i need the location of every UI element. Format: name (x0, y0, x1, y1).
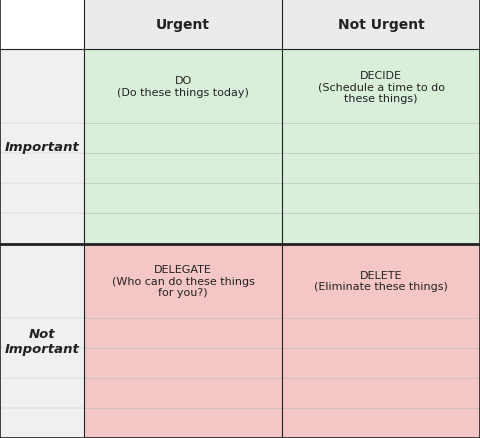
Bar (0, 184, 84, 214)
Bar (84, 408, 282, 438)
Bar (0, 0, 84, 50)
Bar (282, 0, 480, 50)
Bar (84, 50, 282, 124)
Bar (282, 408, 480, 438)
Bar (282, 50, 480, 124)
Bar (282, 154, 480, 184)
Bar (0, 124, 84, 154)
Bar (0, 154, 84, 184)
Bar (0, 50, 84, 124)
Bar (84, 154, 282, 184)
Text: DELEGATE
(Who can do these things
for you?): DELEGATE (Who can do these things for yo… (111, 265, 254, 297)
Bar (0, 408, 84, 438)
Bar (84, 184, 282, 214)
Bar (282, 348, 480, 378)
Bar (0, 244, 84, 318)
Bar (84, 378, 282, 408)
Bar (0, 214, 84, 244)
Bar (0, 348, 84, 378)
Bar (84, 348, 282, 378)
Bar (84, 0, 282, 50)
Bar (282, 184, 480, 214)
Bar (282, 318, 480, 348)
Bar (84, 244, 282, 318)
Bar (0, 318, 84, 348)
Text: Not Urgent: Not Urgent (337, 18, 424, 32)
Text: DO
(Do these things today): DO (Do these things today) (117, 76, 249, 98)
Text: Not
Important: Not Important (5, 327, 79, 355)
Text: DELETE
(Eliminate these things): DELETE (Eliminate these things) (314, 270, 448, 292)
Bar (0, 378, 84, 408)
Text: DECIDE
(Schedule a time to do
these things): DECIDE (Schedule a time to do these thin… (317, 71, 444, 103)
Bar (84, 214, 282, 244)
Bar (282, 214, 480, 244)
Bar (282, 244, 480, 318)
Bar (282, 124, 480, 154)
Bar (282, 378, 480, 408)
Text: Urgent: Urgent (156, 18, 210, 32)
Bar (84, 124, 282, 154)
Bar (84, 318, 282, 348)
Text: Important: Important (5, 141, 79, 153)
